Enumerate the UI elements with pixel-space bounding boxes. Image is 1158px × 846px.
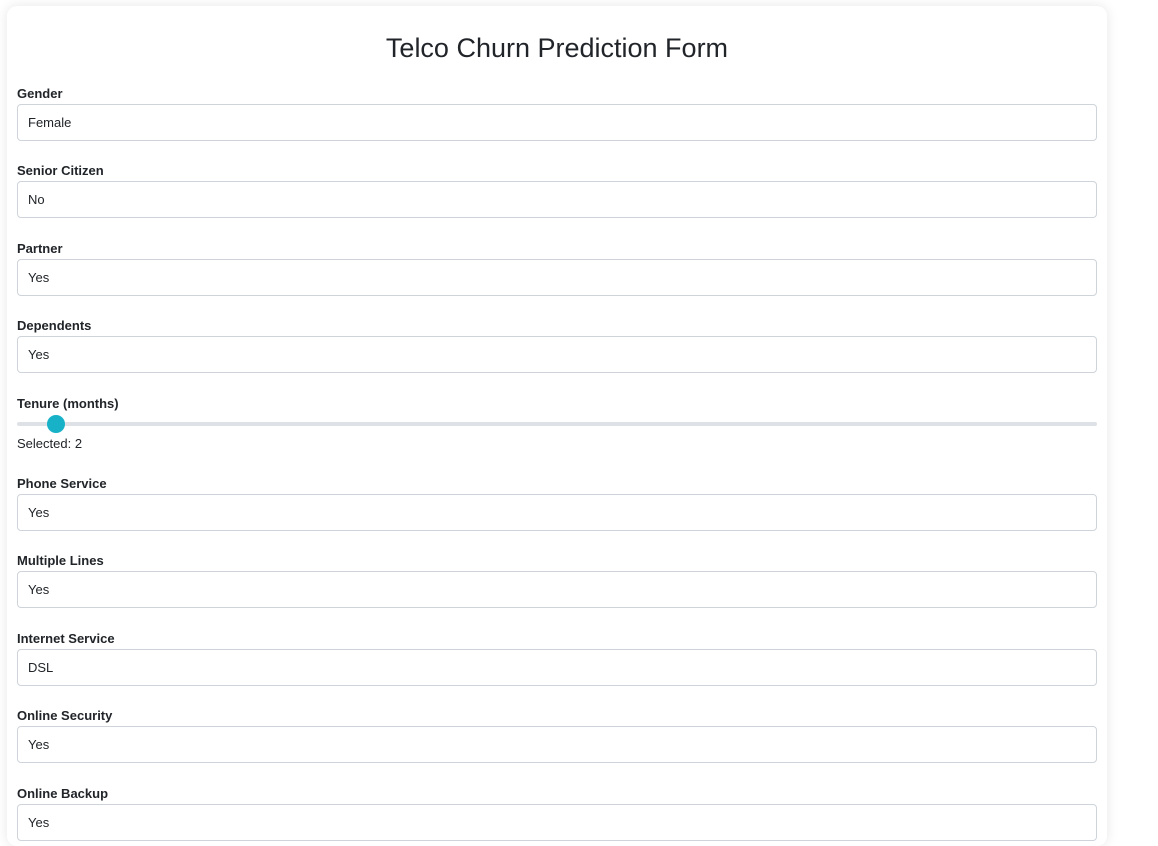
phone-service-select[interactable]: Yes: [17, 494, 1097, 531]
online-backup-label: Online Backup: [17, 786, 109, 801]
dependents-select[interactable]: Yes: [17, 336, 1097, 373]
form-card: Telco Churn Prediction Form Gender Femal…: [7, 6, 1107, 846]
partner-label: Partner: [17, 241, 63, 256]
online-backup-field: Online Backup Yes: [17, 786, 1097, 841]
online-security-label: Online Security: [17, 708, 113, 723]
tenure-slider-thumb[interactable]: [47, 415, 65, 433]
gender-label: Gender: [17, 86, 63, 101]
internet-service-label: Internet Service: [17, 631, 115, 646]
partner-field: Partner Yes: [17, 241, 1097, 296]
tenure-field: Tenure (months) Selected: 2: [17, 396, 1097, 460]
multiple-lines-select[interactable]: Yes: [17, 571, 1097, 608]
multiple-lines-field: Multiple Lines Yes: [17, 553, 1097, 608]
senior-citizen-field: Senior Citizen No: [17, 163, 1097, 218]
phone-service-field: Phone Service Yes: [17, 476, 1097, 531]
partner-select[interactable]: Yes: [17, 259, 1097, 296]
multiple-lines-label: Multiple Lines: [17, 553, 104, 568]
senior-citizen-label: Senior Citizen: [17, 163, 104, 178]
dependents-field: Dependents Yes: [17, 318, 1097, 373]
tenure-selected-prefix: Selected:: [17, 436, 72, 451]
tenure-label: Tenure (months): [17, 396, 119, 411]
senior-citizen-select[interactable]: No: [17, 181, 1097, 218]
tenure-selected-value: 2: [74, 436, 83, 451]
tenure-slider-track[interactable]: [17, 422, 1097, 426]
online-security-select[interactable]: Yes: [17, 726, 1097, 763]
phone-service-label: Phone Service: [17, 476, 107, 491]
page-title: Telco Churn Prediction Form: [385, 33, 729, 63]
internet-service-field: Internet Service DSL: [17, 631, 1097, 686]
gender-select[interactable]: Female: [17, 104, 1097, 141]
gender-field: Gender Female: [17, 86, 1097, 141]
dependents-label: Dependents: [17, 318, 92, 333]
internet-service-select[interactable]: DSL: [17, 649, 1097, 686]
online-backup-select[interactable]: Yes: [17, 804, 1097, 841]
tenure-selected-text: Selected: 2: [17, 436, 82, 452]
online-security-field: Online Security Yes: [17, 708, 1097, 763]
